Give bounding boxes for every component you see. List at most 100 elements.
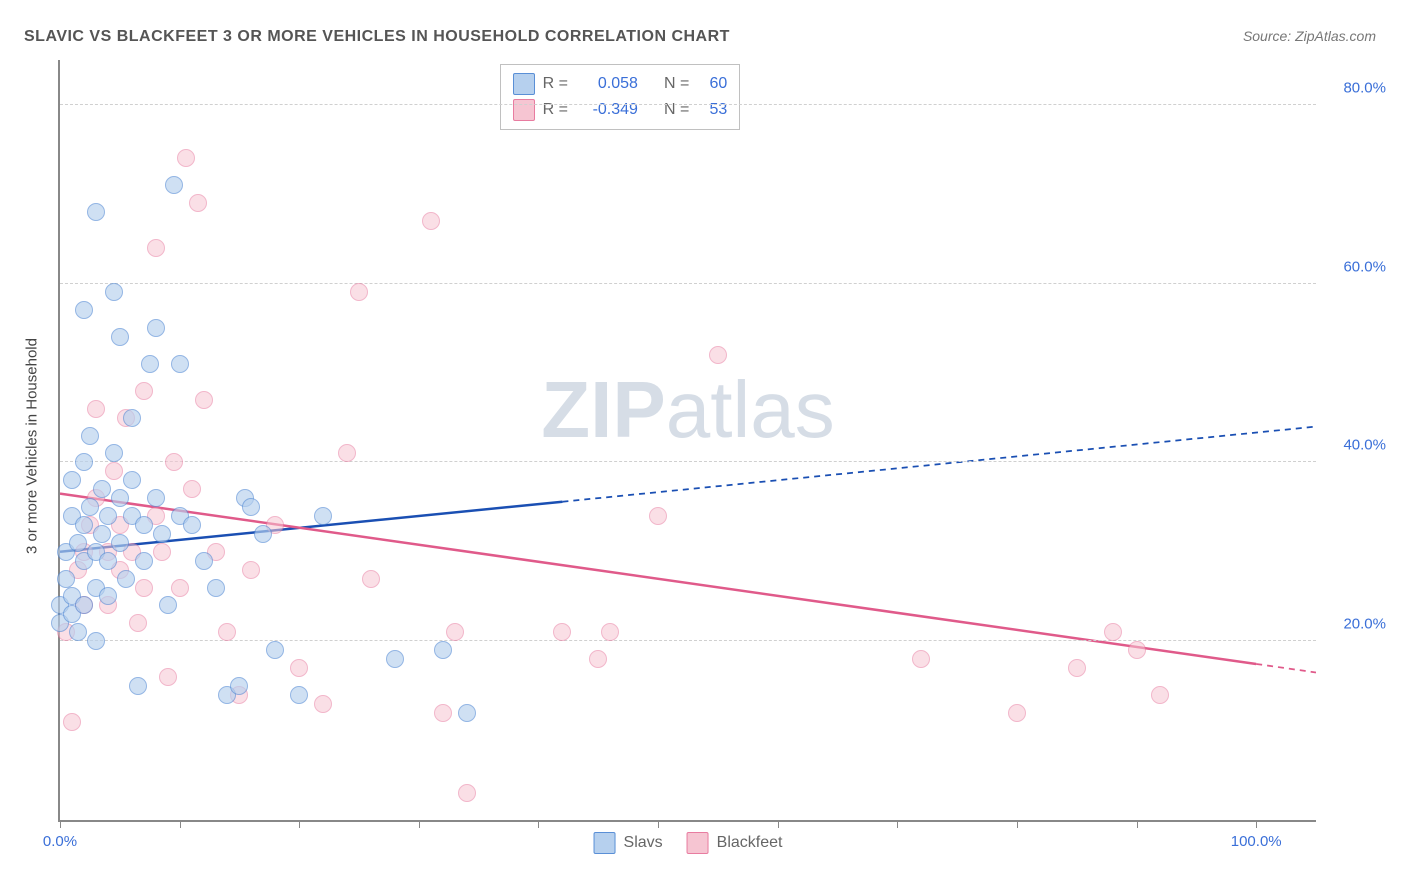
scatter-point-slavs: [141, 355, 159, 373]
gridline: [60, 461, 1316, 462]
scatter-point-blackfeet: [105, 462, 123, 480]
scatter-point-blackfeet: [458, 784, 476, 802]
watermark: ZIPatlas: [541, 364, 834, 456]
scatter-point-slavs: [266, 641, 284, 659]
scatter-point-blackfeet: [553, 623, 571, 641]
scatter-point-slavs: [99, 507, 117, 525]
scatter-point-blackfeet: [350, 283, 368, 301]
scatter-point-blackfeet: [165, 453, 183, 471]
scatter-point-blackfeet: [422, 212, 440, 230]
scatter-point-blackfeet: [709, 346, 727, 364]
scatter-point-slavs: [434, 641, 452, 659]
scatter-point-slavs: [153, 525, 171, 543]
x-tick: [419, 820, 420, 828]
stats-r-value: 0.058: [576, 75, 638, 93]
scatter-point-slavs: [314, 507, 332, 525]
chart-source: Source: ZipAtlas.com: [1243, 28, 1376, 44]
scatter-point-blackfeet: [129, 614, 147, 632]
gridline: [60, 640, 1316, 641]
gridline: [60, 104, 1316, 105]
scatter-point-slavs: [147, 319, 165, 337]
x-tick: [778, 820, 779, 828]
stats-row: R =0.058N =60: [513, 71, 728, 97]
x-tick: [299, 820, 300, 828]
scatter-point-blackfeet: [189, 194, 207, 212]
scatter-point-slavs: [99, 587, 117, 605]
scatter-point-slavs: [123, 409, 141, 427]
scatter-point-blackfeet: [912, 650, 930, 668]
x-tick: [897, 820, 898, 828]
scatter-point-slavs: [75, 596, 93, 614]
scatter-point-blackfeet: [135, 579, 153, 597]
scatter-point-slavs: [75, 301, 93, 319]
scatter-point-slavs: [111, 534, 129, 552]
scatter-point-blackfeet: [1128, 641, 1146, 659]
legend-swatch: [687, 832, 709, 854]
scatter-point-blackfeet: [314, 695, 332, 713]
x-tick: [60, 820, 61, 828]
scatter-point-blackfeet: [135, 382, 153, 400]
chart-title: SLAVIC VS BLACKFEET 3 OR MORE VEHICLES I…: [24, 28, 730, 46]
scatter-point-slavs: [111, 328, 129, 346]
scatter-point-slavs: [75, 453, 93, 471]
scatter-point-blackfeet: [434, 704, 452, 722]
scatter-point-blackfeet: [1151, 686, 1169, 704]
scatter-point-slavs: [69, 623, 87, 641]
legend-swatch: [594, 832, 616, 854]
y-tick-label: 20.0%: [1326, 616, 1386, 633]
scatter-point-blackfeet: [242, 561, 260, 579]
scatter-point-slavs: [171, 355, 189, 373]
scatter-point-blackfeet: [159, 668, 177, 686]
scatter-point-blackfeet: [153, 543, 171, 561]
scatter-point-slavs: [75, 516, 93, 534]
scatter-point-blackfeet: [290, 659, 308, 677]
scatter-point-blackfeet: [649, 507, 667, 525]
scatter-point-blackfeet: [446, 623, 464, 641]
scatter-point-blackfeet: [147, 239, 165, 257]
scatter-point-slavs: [242, 498, 260, 516]
scatter-point-slavs: [87, 203, 105, 221]
watermark-bold: ZIP: [541, 365, 665, 454]
y-tick-label: 60.0%: [1326, 258, 1386, 275]
scatter-point-slavs: [135, 516, 153, 534]
correlation-chart: SLAVIC VS BLACKFEET 3 OR MORE VEHICLES I…: [10, 10, 1396, 882]
stats-legend: R =0.058N =60R =-0.349N =53: [500, 64, 741, 130]
scatter-point-slavs: [81, 498, 99, 516]
scatter-point-slavs: [93, 480, 111, 498]
plot-area: ZIPatlas R =0.058N =60R =-0.349N =53 Sla…: [58, 60, 1316, 822]
legend-label: Blackfeet: [717, 834, 783, 852]
scatter-point-blackfeet: [1104, 623, 1122, 641]
gridline: [60, 283, 1316, 284]
x-tick: [1137, 820, 1138, 828]
watermark-light: atlas: [666, 365, 835, 454]
scatter-point-slavs: [458, 704, 476, 722]
scatter-point-slavs: [93, 525, 111, 543]
scatter-point-slavs: [195, 552, 213, 570]
y-axis-label: 3 or more Vehicles in Household: [24, 338, 41, 554]
x-tick: [1017, 820, 1018, 828]
legend-item: Blackfeet: [687, 832, 783, 854]
scatter-point-blackfeet: [589, 650, 607, 668]
scatter-point-slavs: [105, 283, 123, 301]
stats-row: R =-0.349N =53: [513, 97, 728, 123]
legend-label: Slavs: [624, 834, 663, 852]
stats-n-label: N =: [664, 75, 689, 93]
scatter-point-blackfeet: [218, 623, 236, 641]
series-legend: Slavs Blackfeet: [594, 832, 783, 854]
scatter-point-blackfeet: [1068, 659, 1086, 677]
scatter-point-slavs: [230, 677, 248, 695]
y-tick-label: 40.0%: [1326, 437, 1386, 454]
scatter-point-slavs: [69, 534, 87, 552]
x-tick-label: 100.0%: [1231, 833, 1282, 850]
scatter-point-blackfeet: [601, 623, 619, 641]
scatter-point-slavs: [386, 650, 404, 668]
stats-n-value: 60: [697, 75, 727, 93]
stats-swatch: [513, 73, 535, 95]
scatter-point-slavs: [290, 686, 308, 704]
x-tick: [1256, 820, 1257, 828]
scatter-point-slavs: [117, 570, 135, 588]
stats-swatch: [513, 99, 535, 121]
scatter-point-blackfeet: [362, 570, 380, 588]
scatter-point-blackfeet: [177, 149, 195, 167]
scatter-point-blackfeet: [195, 391, 213, 409]
